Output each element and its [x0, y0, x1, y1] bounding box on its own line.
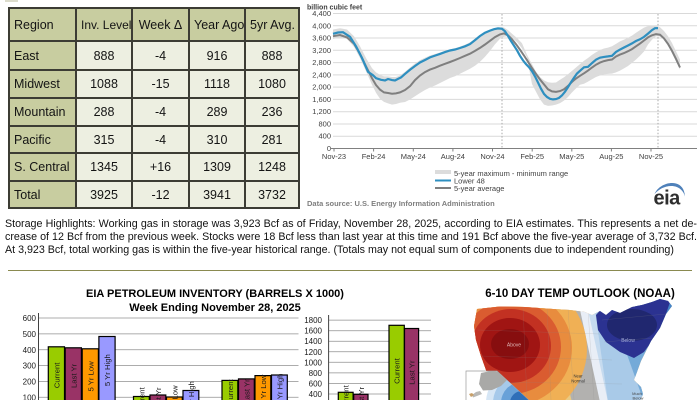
svg-text:Above: Above — [507, 343, 521, 349]
svg-text:400: 400 — [23, 346, 37, 355]
svg-text:Near: Near — [573, 374, 583, 379]
svg-text:Last Yr: Last Yr — [69, 363, 78, 388]
svg-text:5 Yr High: 5 Yr High — [103, 354, 112, 386]
svg-text:1000: 1000 — [304, 358, 322, 367]
svg-text:5-year average: 5-year average — [454, 184, 504, 193]
svg-text:Below: Below — [621, 338, 635, 344]
svg-text:Lower 48: Lower 48 — [454, 177, 485, 186]
svg-text:Below: Below — [633, 396, 644, 400]
svg-text:eia: eia — [654, 188, 682, 210]
svg-text:1600: 1600 — [304, 327, 322, 336]
svg-text:2,000: 2,000 — [312, 83, 331, 92]
svg-text:May-25: May-25 — [559, 152, 584, 161]
svg-text:Current: Current — [342, 384, 351, 400]
svg-text:Current: Current — [226, 379, 235, 400]
svg-text:Normal: Normal — [571, 379, 585, 384]
svg-text:5 Yr Low: 5 Yr Low — [86, 361, 95, 392]
svg-text:2,800: 2,800 — [312, 58, 331, 67]
svg-text:200: 200 — [23, 378, 37, 387]
svg-text:Last Yr: Last Yr — [408, 360, 417, 385]
svg-text:5-year maximum - minimum range: 5-year maximum - minimum range — [454, 169, 568, 178]
svg-text:300: 300 — [23, 362, 37, 371]
svg-text:1200: 1200 — [304, 348, 322, 357]
svg-text:600: 600 — [309, 379, 323, 388]
svg-text:800: 800 — [309, 369, 323, 378]
svg-text:Nov-23: Nov-23 — [322, 152, 346, 161]
svg-text:1,600: 1,600 — [312, 95, 331, 104]
svg-text:1,200: 1,200 — [312, 107, 331, 116]
svg-text:billion cubic feet: billion cubic feet — [307, 5, 363, 12]
svg-text:May-24: May-24 — [401, 152, 426, 161]
svg-text:Current: Current — [137, 387, 146, 400]
svg-text:400: 400 — [309, 390, 323, 399]
svg-text:Current: Current — [393, 357, 402, 383]
svg-text:2,400: 2,400 — [312, 70, 331, 79]
svg-text:Last Yr: Last Yr — [242, 379, 251, 400]
svg-text:3,200: 3,200 — [312, 46, 331, 55]
svg-text:4,400: 4,400 — [312, 9, 331, 18]
svg-text:500: 500 — [23, 330, 37, 339]
svg-text:Nov-25: Nov-25 — [639, 152, 663, 161]
svg-text:Current: Current — [52, 362, 61, 388]
svg-text:Aug-25: Aug-25 — [599, 152, 623, 161]
svg-text:100: 100 — [23, 393, 37, 400]
svg-text:Last Yr: Last Yr — [154, 387, 163, 400]
svg-text:0: 0 — [327, 144, 331, 153]
svg-text:Feb-24: Feb-24 — [362, 152, 386, 161]
svg-text:Aug-24: Aug-24 — [441, 152, 465, 161]
svg-text:1800: 1800 — [304, 316, 322, 325]
svg-text:800: 800 — [318, 120, 331, 129]
svg-text:3,600: 3,600 — [312, 34, 331, 43]
svg-text:1400: 1400 — [304, 337, 322, 346]
svg-text:Nov-24: Nov-24 — [480, 152, 504, 161]
svg-text:Much: Much — [632, 391, 642, 396]
svg-text:4,000: 4,000 — [312, 21, 331, 30]
svg-text:5 Yr High: 5 Yr High — [275, 374, 284, 400]
svg-text:5 Yr Low: 5 Yr Low — [259, 374, 268, 400]
svg-text:Data source: U.S. Energy Info: Data source: U.S. Energy Information Adm… — [307, 199, 495, 208]
svg-text:5 Yr Low: 5 Yr Low — [170, 385, 179, 400]
svg-text:5 Yr High: 5 Yr High — [187, 381, 196, 400]
svg-text:600: 600 — [23, 314, 37, 323]
svg-text:Last Yr: Last Yr — [357, 387, 366, 400]
svg-text:Feb-25: Feb-25 — [520, 152, 544, 161]
svg-text:400: 400 — [318, 132, 331, 141]
